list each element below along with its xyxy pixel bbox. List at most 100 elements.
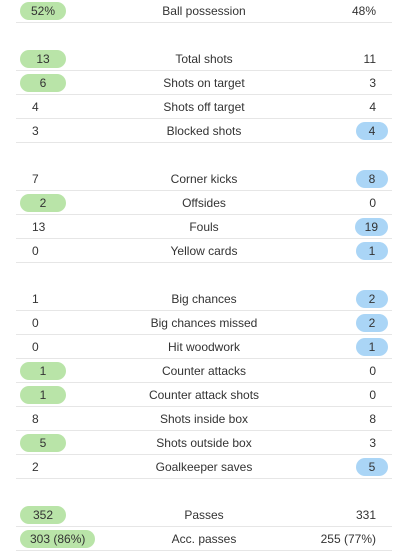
home-cell: 13	[16, 218, 126, 236]
away-cell: 1	[282, 337, 392, 356]
stat-label: Shots off target	[163, 99, 245, 114]
stat-row: 0 Big chances missed 2	[16, 311, 392, 335]
stat-label: Counter attacks	[161, 363, 247, 378]
stat-row: 2 Offsides 0	[16, 191, 392, 215]
stat-group: 13 Total shots 11 6 Shots on target 3 4 Shots o…	[0, 47, 404, 143]
stat-group: 7 Corner kicks 8 2 Offsides 0 13 Fouls 19 0 Yellow…	[0, 167, 404, 263]
stat-row: 0 Yellow cards 1	[16, 239, 392, 263]
away-cell: 0	[282, 362, 392, 380]
away-cell: 331	[282, 506, 392, 524]
away-value: 11	[363, 51, 376, 66]
stat-row: 7 Corner kicks 8	[16, 167, 392, 191]
home-value: 0	[32, 339, 39, 354]
away-value: 2	[356, 289, 388, 308]
home-value: 1	[20, 361, 66, 380]
home-cell: 8	[16, 410, 126, 428]
home-cell: 1	[16, 290, 126, 308]
home-value: 352	[20, 505, 66, 524]
home-cell: 352	[16, 505, 126, 524]
stat-row: 2 Goalkeeper saves 5	[16, 455, 392, 479]
away-value: 0	[369, 387, 376, 402]
home-cell: 303 (86%)	[16, 529, 126, 548]
stat-label: Total shots	[175, 51, 233, 66]
home-cell: 1	[16, 361, 126, 380]
stat-row: 1 Counter attack shots 0	[16, 383, 392, 407]
home-value: 4	[32, 99, 39, 114]
home-value: 1	[20, 385, 66, 404]
stat-row: 5 Shots outside box 3	[16, 431, 392, 455]
away-cell: 8	[282, 410, 392, 428]
home-value: 303 (86%)	[20, 529, 96, 548]
stat-row: 13 Total shots 11	[16, 47, 392, 71]
home-value: 52%	[20, 1, 66, 20]
home-cell: 0	[16, 338, 126, 356]
home-cell: 3	[16, 122, 126, 140]
away-cell: 3	[282, 434, 392, 452]
stat-row: 3 Blocked shots 4	[16, 119, 392, 143]
stat-label: Yellow cards	[170, 243, 238, 258]
away-value: 5	[356, 457, 388, 476]
away-value: 8	[369, 411, 376, 426]
away-value: 2	[356, 313, 388, 332]
away-cell: 2	[282, 289, 392, 308]
stat-label: Shots outside box	[156, 435, 252, 450]
away-value: 3	[369, 75, 376, 90]
stat-label: Fouls	[189, 219, 219, 234]
away-cell: 0	[282, 386, 392, 404]
stat-row: 6 Shots on target 3	[16, 71, 392, 95]
stat-group: 1 Big chances 2 0 Big chances missed 2 0 Hit wo…	[0, 287, 404, 479]
home-value: 0	[32, 243, 39, 258]
home-cell: 2	[16, 193, 126, 212]
away-cell: 8	[282, 169, 392, 188]
away-cell: 5	[282, 457, 392, 476]
home-cell: 4	[16, 98, 126, 116]
home-cell: 7	[16, 170, 126, 188]
stat-row: 1 Big chances 2	[16, 287, 392, 311]
home-cell: 5	[16, 433, 126, 452]
stat-row: 4 Shots off target 4	[16, 95, 392, 119]
stat-row: 303 (86%) Acc. passes 255 (77%)	[16, 527, 392, 551]
stat-label: Acc. passes	[171, 531, 237, 546]
away-value: 4	[369, 99, 376, 114]
away-value: 3	[369, 435, 376, 450]
home-value: 3	[32, 123, 39, 138]
stat-label: Corner kicks	[170, 171, 238, 186]
home-cell: 13	[16, 49, 126, 68]
away-value: 1	[356, 241, 388, 260]
home-value: 5	[20, 433, 66, 452]
home-value: 7	[32, 171, 39, 186]
stat-row: 13 Fouls 19	[16, 215, 392, 239]
away-cell: 0	[282, 194, 392, 212]
away-value: 1	[356, 337, 388, 356]
home-value: 1	[32, 291, 39, 306]
stat-label: Hit woodwork	[167, 339, 241, 354]
away-cell: 3	[282, 74, 392, 92]
stat-row: 52% Ball possession 48%	[16, 0, 392, 23]
stat-row: 352 Passes 331	[16, 503, 392, 527]
away-value: 0	[369, 363, 376, 378]
home-value: 8	[32, 411, 39, 426]
stat-row: 0 Hit woodwork 1	[16, 335, 392, 359]
away-cell: 2	[282, 313, 392, 332]
away-value: 8	[356, 169, 388, 188]
stat-label: Big chances missed	[150, 315, 258, 330]
stat-label: Ball possession	[162, 3, 246, 18]
home-value: 6	[20, 73, 66, 92]
away-cell: 4	[282, 121, 392, 140]
stat-label: Shots inside box	[159, 411, 249, 426]
away-cell: 255 (77%)	[282, 530, 392, 548]
away-cell: 48%	[282, 2, 392, 20]
away-cell: 4	[282, 98, 392, 116]
away-cell: 1	[282, 241, 392, 260]
home-cell: 1	[16, 385, 126, 404]
stat-label: Big chances	[171, 291, 237, 306]
stat-label: Blocked shots	[166, 123, 242, 138]
home-value: 2	[20, 193, 66, 212]
home-cell: 2	[16, 458, 126, 476]
away-value: 4	[356, 121, 388, 140]
stat-label: Passes	[184, 507, 224, 522]
home-value: 13	[20, 49, 66, 68]
stat-row: 1 Counter attacks 0	[16, 359, 392, 383]
